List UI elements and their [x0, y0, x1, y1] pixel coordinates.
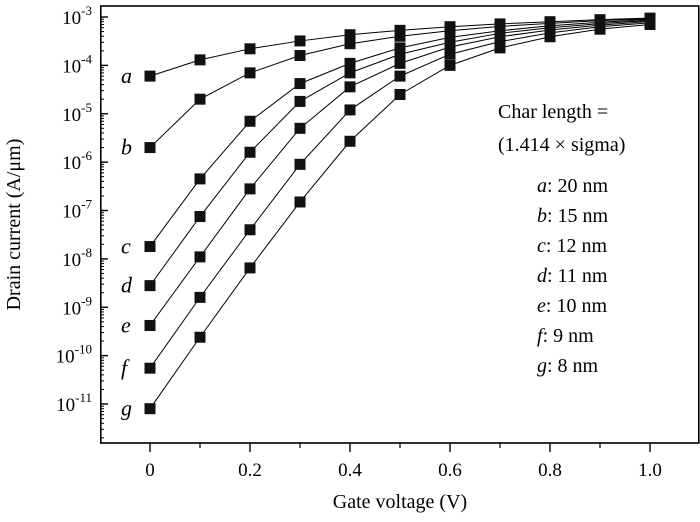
data-point: [444, 59, 456, 71]
data-point: [244, 146, 256, 158]
curve-label: c: [121, 234, 131, 259]
data-point: [344, 29, 356, 41]
y-tick-label: 10-10: [56, 342, 92, 368]
series-layer: [144, 12, 656, 415]
data-point: [444, 48, 456, 60]
data-point: [244, 224, 256, 236]
data-point: [294, 196, 306, 208]
data-point: [544, 31, 556, 43]
legend-entry: e: 10 nm: [537, 295, 607, 317]
legend-entry: b: 15 nm: [537, 205, 609, 227]
data-point: [244, 262, 256, 274]
data-point: [194, 173, 206, 185]
data-point: [294, 78, 306, 90]
y-tick-label: 10-4: [62, 51, 92, 77]
legend: Char length = (1.414 × sigma) a: 20 nm b:…: [498, 101, 625, 377]
data-point: [444, 41, 456, 53]
data-point: [194, 331, 206, 343]
curve-label: g: [121, 396, 132, 421]
data-point: [294, 95, 306, 107]
x-tick-label: 1.0: [638, 460, 662, 481]
legend-entry: a: 20 nm: [537, 175, 609, 197]
data-point: [444, 25, 456, 37]
data-point: [594, 23, 606, 35]
data-point: [244, 183, 256, 195]
data-point: [194, 54, 206, 66]
data-point: [344, 104, 356, 116]
data-point: [344, 67, 356, 79]
data-point: [244, 115, 256, 127]
legend-entries: a: 20 nm b: 15 nm c: 12 nm d: 11 nm e: 10 nm…: [537, 175, 609, 377]
y-tick-label: 10-11: [56, 390, 92, 416]
curve-label: e: [121, 312, 131, 337]
legend-entry: c: 12 nm: [537, 235, 607, 257]
data-point: [144, 142, 156, 154]
curve-label: a: [121, 63, 132, 88]
data-point: [294, 35, 306, 47]
data-point: [294, 122, 306, 134]
data-point: [394, 70, 406, 82]
y-tick-label: 10-7: [62, 197, 92, 223]
data-point: [144, 403, 156, 415]
legend-entry: f: 9 nm: [537, 325, 594, 347]
data-point: [394, 30, 406, 42]
data-point: [244, 43, 256, 55]
data-point: [394, 48, 406, 60]
data-point: [394, 24, 406, 36]
data-point: [194, 251, 206, 263]
x-axis-label: Gate voltage (V): [333, 491, 467, 513]
x-tick-label: 0.6: [438, 460, 462, 481]
data-point: [294, 50, 306, 62]
curve-label: d: [121, 273, 133, 298]
data-point: [394, 57, 406, 69]
x-tick-label: 0.4: [338, 460, 362, 481]
ticks-layer: 0 0.2 0.4 0.6 0.8 1.0 10-11 10-10 10-9 10-8 10-7 10…: [56, 3, 662, 481]
x-tick-label: 0.8: [538, 460, 562, 481]
data-point: [344, 135, 356, 147]
data-point: [394, 42, 406, 54]
x-tick-label: 0: [145, 460, 155, 481]
legend-title-line1: Char length =: [498, 101, 608, 123]
data-point: [144, 362, 156, 374]
curve-label: b: [121, 135, 132, 160]
y-tick-label: 10-6: [62, 148, 92, 174]
series-b: [144, 13, 656, 154]
y-tick-label: 10-5: [62, 100, 92, 126]
legend-title-line2: (1.414 × sigma): [498, 134, 625, 156]
data-point: [294, 158, 306, 170]
y-tick-label: 10-8: [62, 245, 92, 271]
data-point: [344, 81, 356, 93]
data-point: [194, 291, 206, 303]
data-point: [394, 88, 406, 100]
legend-entry: g: 8 nm: [537, 355, 599, 377]
y-axis-label: Drain current (A/μm): [3, 139, 25, 311]
data-point: [494, 36, 506, 48]
data-point: [344, 57, 356, 69]
curve-label: f: [121, 355, 130, 380]
data-point: [644, 18, 656, 30]
data-point: [494, 42, 506, 54]
data-point: [244, 67, 256, 79]
data-point: [194, 211, 206, 223]
data-point: [194, 93, 206, 105]
x-tick-label: 0.2: [238, 460, 262, 481]
data-point: [144, 70, 156, 82]
series-g: [144, 18, 656, 415]
data-point: [144, 241, 156, 253]
data-point: [144, 319, 156, 331]
data-point: [144, 280, 156, 292]
y-tick-label: 10-9: [62, 293, 92, 319]
y-tick-label: 10-3: [62, 3, 92, 29]
data-point: [344, 38, 356, 50]
legend-entry: d: 11 nm: [537, 265, 608, 287]
